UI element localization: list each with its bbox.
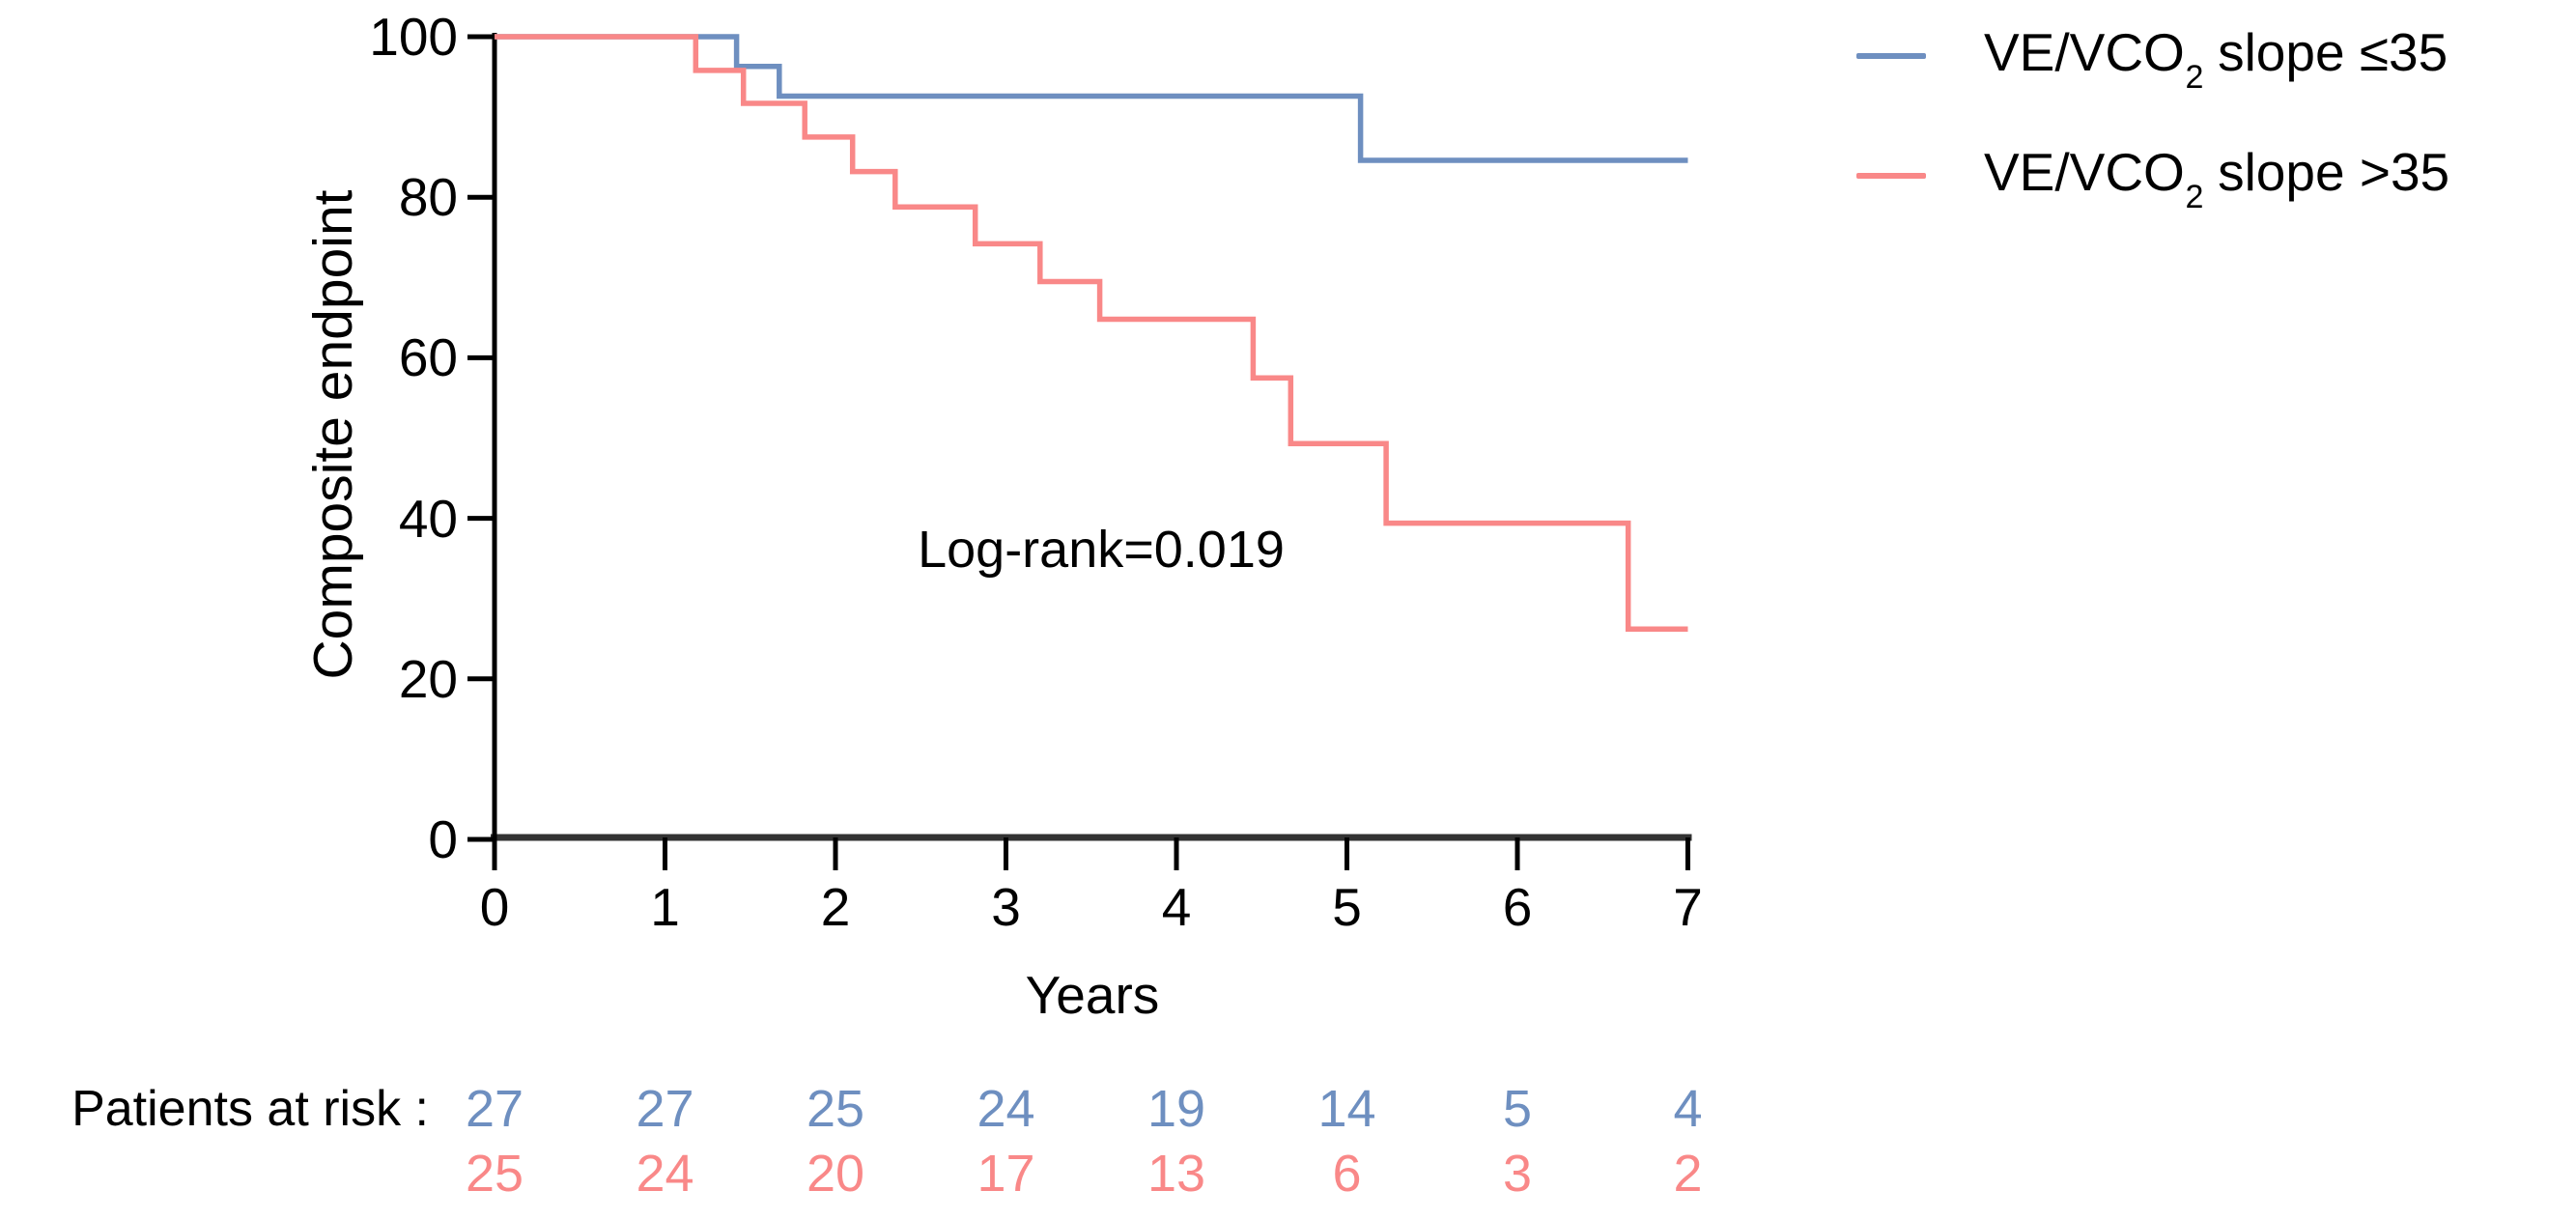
legend-text: VE/VCO xyxy=(1984,22,2185,82)
at-risk-count: 24 xyxy=(636,1145,694,1203)
legend-label-slope-le35: VE/VCO2 slope ≤35 xyxy=(1984,21,2449,96)
patients-at-risk-label: Patients at risk : xyxy=(71,1081,429,1137)
y-tick-label: 20 xyxy=(398,648,458,709)
legend-entry-slope-le35: VE/VCO2 slope ≤35 xyxy=(1856,21,2449,96)
x-tick-label: 0 xyxy=(479,877,510,937)
x-tick-label: 1 xyxy=(650,877,680,937)
at-risk-count: 6 xyxy=(1332,1145,1362,1203)
y-tick-label: 40 xyxy=(398,488,458,549)
legend-text: slope ≤35 xyxy=(2202,22,2449,82)
x-tick-label: 4 xyxy=(1161,877,1192,937)
at-risk-count: 27 xyxy=(465,1080,524,1138)
legend-text: slope >35 xyxy=(2202,142,2450,202)
legend-subscript: 2 xyxy=(2185,179,2204,216)
y-axis-title: Composite endpoint xyxy=(302,189,364,680)
log-rank-annotation: Log-rank=0.019 xyxy=(918,521,1285,579)
y-tick-label: 80 xyxy=(398,167,458,228)
at-risk-count: 13 xyxy=(1146,1145,1206,1203)
x-tick-label: 3 xyxy=(991,877,1021,937)
at-risk-count: 27 xyxy=(636,1080,694,1138)
at-risk-count: 5 xyxy=(1502,1080,1533,1138)
at-risk-count: 17 xyxy=(977,1145,1035,1203)
legend-entry-slope-gt35: VE/VCO2 slope >35 xyxy=(1856,141,2450,215)
km-curve-slope-le35 xyxy=(495,34,1688,163)
y-tick-label: 0 xyxy=(428,809,458,869)
x-tick-label: 6 xyxy=(1502,877,1533,937)
legend-line-swatch-red xyxy=(1856,173,1926,179)
at-risk-count: 25 xyxy=(465,1145,524,1203)
x-tick-label: 2 xyxy=(820,877,851,937)
x-axis-title: Years xyxy=(1025,965,1160,1025)
at-risk-count: 19 xyxy=(1146,1080,1206,1138)
y-tick-label: 60 xyxy=(398,327,458,388)
at-risk-count: 2 xyxy=(1673,1145,1703,1203)
x-tick-label: 5 xyxy=(1332,877,1362,937)
km-curve-slope-gt35 xyxy=(495,34,1688,633)
legend-line-swatch-blue xyxy=(1856,53,1926,59)
at-risk-count: 3 xyxy=(1502,1145,1533,1203)
at-risk-count: 25 xyxy=(806,1080,865,1138)
at-risk-count: 20 xyxy=(806,1145,865,1203)
y-tick-label: 100 xyxy=(369,7,458,67)
legend-label-slope-gt35: VE/VCO2 slope >35 xyxy=(1984,141,2450,215)
at-risk-count: 24 xyxy=(977,1080,1035,1138)
x-tick-label: 7 xyxy=(1673,877,1703,937)
legend-subscript: 2 xyxy=(2185,59,2204,97)
at-risk-count: 4 xyxy=(1673,1080,1703,1138)
at-risk-count: 14 xyxy=(1317,1080,1376,1138)
legend-text: VE/VCO xyxy=(1984,142,2185,202)
